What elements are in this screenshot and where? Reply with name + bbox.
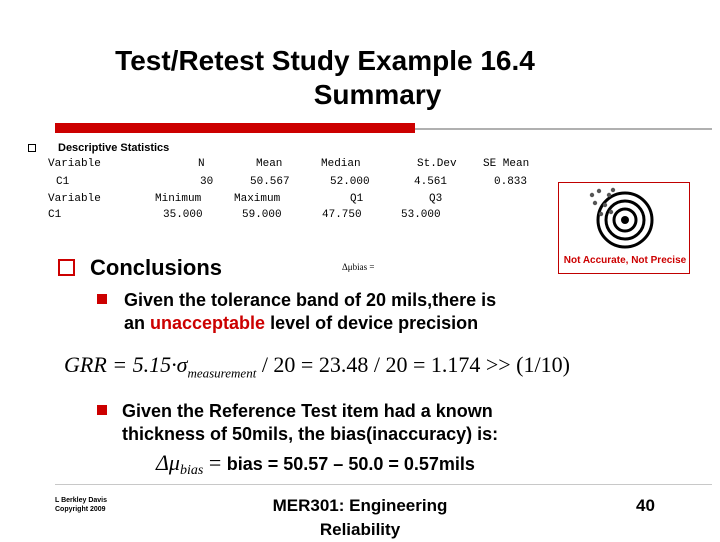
- page-number: 40: [636, 496, 655, 515]
- stats-cell: St.Dev: [417, 158, 457, 170]
- text-segment: level of device precision: [265, 313, 479, 333]
- stats-cell: Variable: [48, 158, 101, 170]
- title-line-2: Summary: [313, 79, 442, 110]
- bullet-icon: [97, 294, 107, 304]
- bullet-icon: [97, 405, 107, 415]
- stats-cell: 47.750: [322, 209, 362, 221]
- stats-cell: Median: [321, 158, 361, 170]
- stats-cell: C1: [48, 209, 62, 221]
- target-rings-icon: [589, 187, 654, 249]
- stats-cell: 0.833: [494, 176, 528, 188]
- square-bullet-icon: [28, 144, 36, 152]
- conclusion-bullet-2: Given the Reference Test item had a know…: [122, 400, 498, 446]
- unacceptable-highlight: unacceptable: [150, 313, 266, 333]
- stats-cell: 50.567: [250, 176, 290, 188]
- eq-rhs: / 20 = 23.48 / 20 = 1.174 >> (1/10): [256, 352, 570, 377]
- stats-cell: 30: [200, 176, 214, 188]
- footer-copyright-year: Copyright 2009: [55, 506, 106, 513]
- course-line-1: MER301: Engineering: [272, 496, 448, 515]
- stats-cell: SE Mean: [483, 158, 530, 170]
- slide-title: Test/Retest Study Example 16.4 Summary: [0, 44, 720, 112]
- stats-cell: 52.000: [330, 176, 370, 188]
- stats-cell: 4.561: [414, 176, 448, 188]
- eq-subscript: measurement: [187, 365, 257, 381]
- stats-cell: C1: [56, 176, 70, 188]
- course-line-2: Reliability: [319, 520, 401, 539]
- stats-cell: Mean: [256, 158, 283, 170]
- stats-cell: 35.000: [163, 209, 203, 221]
- title-line-1: Test/Retest Study Example 16.4: [115, 45, 535, 76]
- stats-cell: Variable: [48, 193, 101, 205]
- bullet-1-line-2: an unacceptable level of device precisio…: [124, 312, 496, 335]
- eq-lhs: GRR = 5.15·σ: [64, 352, 188, 377]
- square-bullet-icon: [58, 259, 75, 276]
- footer-divider: [55, 484, 712, 485]
- footer-copyright: L Berkley Davis Copyright 2009: [55, 496, 107, 514]
- target-graphic: Not Accurate, Not Precise: [558, 182, 690, 274]
- title-divider-gray: [415, 128, 712, 130]
- conclusions-heading: Conclusions: [90, 255, 223, 280]
- small-formula: Δμbias =: [342, 262, 375, 272]
- eq-equals: =: [203, 450, 227, 475]
- stats-cell: N: [198, 158, 205, 170]
- eq-lhs: Δμ: [156, 450, 180, 475]
- bias-equation: Δμbias = bias = 50.57 – 50.0 = 0.57mils: [156, 450, 475, 479]
- eq-rhs: bias = 50.57 – 50.0 = 0.57mils: [226, 454, 475, 474]
- stats-cell: 53.000: [401, 209, 441, 221]
- footer-author: L Berkley Davis: [55, 497, 108, 504]
- footer-course: MER301: Engineering Reliability: [240, 494, 480, 542]
- bullet-2-line-1: Given the Reference Test item had a know…: [122, 401, 493, 421]
- stats-cell: Maximum: [234, 193, 281, 205]
- bullet-1-line-1: Given the tolerance band of 20 mils,ther…: [124, 290, 497, 310]
- title-divider-red: [55, 123, 415, 133]
- grr-equation: GRR = 5.15·σmeasurement / 20 = 23.48 / 2…: [64, 352, 570, 381]
- text-segment: an: [124, 313, 151, 333]
- stats-header: Descriptive Statistics: [58, 142, 170, 154]
- eq-subscript: bias: [179, 463, 204, 479]
- target-label: Not Accurate, Not Precise: [563, 255, 687, 266]
- conclusion-bullet-1: Given the tolerance band of 20 mils,ther…: [124, 289, 496, 335]
- bullet-2-line-2: thickness of 50mils, the bias(inaccuracy…: [122, 424, 499, 444]
- stats-cell: Minimum: [155, 193, 202, 205]
- stats-cell: Q1: [350, 193, 364, 205]
- stats-cell: 59.000: [242, 209, 282, 221]
- stats-cell: Q3: [429, 193, 443, 205]
